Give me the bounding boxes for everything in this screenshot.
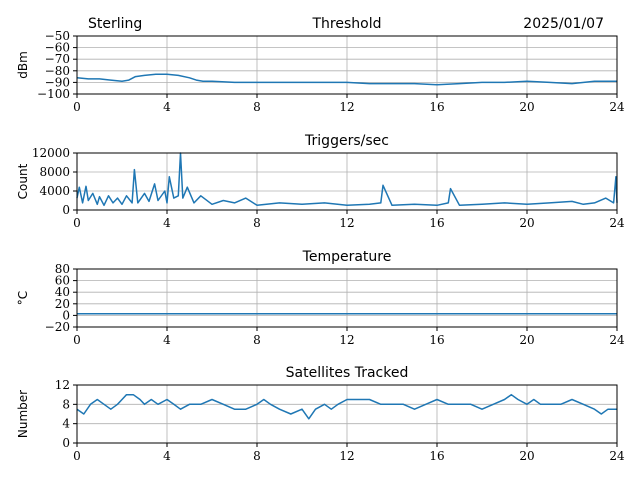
x-tick-label: 8 — [253, 449, 261, 463]
triggers-title: Triggers/sec — [304, 133, 389, 149]
triggers-series-line — [76, 152, 618, 207]
y-tick-label: 80 — [55, 262, 70, 276]
x-tick-label: 24 — [609, 216, 625, 230]
x-tick-label: 4 — [163, 216, 171, 230]
threshold-y-axis-label: dBm — [16, 51, 30, 79]
x-tick-label: 16 — [429, 333, 444, 347]
y-tick-label: 40 — [55, 285, 70, 299]
temperature-y-axis-label: °C — [16, 291, 30, 305]
y-tick-label: 12 — [55, 378, 70, 392]
triggers-panel: Triggers/sec 0 4 8 12 16 20 24 0 4000 8000 12000Cou… — [16, 133, 625, 230]
x-tick-label: 0 — [73, 333, 81, 347]
threshold-panel: Threshold 0 4 8 12 16 20 24 −100−90−80−70−60−50 d… — [16, 16, 625, 114]
chart-panels: Threshold 0 4 8 12 16 20 24 −100−90−80−70−60−50 d… — [16, 16, 625, 463]
y-tick-label: 8000 — [39, 165, 70, 179]
x-tick-label: 12 — [339, 449, 354, 463]
chart-date: 2025/01/07 — [523, 16, 604, 32]
triggers-y-axis-label: Count — [16, 163, 30, 199]
station-name: Sterling — [88, 16, 142, 32]
x-tick-label: 20 — [519, 100, 534, 114]
y-tick-label: −60 — [45, 41, 70, 55]
x-tick-label: 24 — [609, 449, 625, 463]
y-tick-label: 4000 — [39, 184, 70, 198]
y-tick-label: −90 — [45, 75, 70, 89]
x-tick-label: 24 — [609, 100, 625, 114]
x-tick-label: 4 — [163, 100, 171, 114]
y-tick-label: 20 — [55, 297, 70, 311]
x-tick-label: 0 — [73, 449, 81, 463]
x-tick-label: 0 — [73, 216, 81, 230]
y-tick-label: 4 — [62, 417, 70, 431]
y-tick-label: 0 — [62, 203, 70, 217]
x-tick-label: 8 — [253, 333, 261, 347]
x-tick-label: 12 — [339, 333, 354, 347]
y-tick-label: 0 — [62, 308, 70, 322]
x-tick-label: 12 — [339, 100, 354, 114]
satellites-panel: Satellites Tracked 0 4 8 12 16 20 24 0 4 8 12 Number — [16, 365, 625, 463]
y-tick-label: −80 — [45, 64, 70, 78]
x-tick-label: 8 — [253, 100, 261, 114]
satellites-title: Satellites Tracked — [286, 365, 409, 381]
x-tick-label: 4 — [163, 449, 171, 463]
x-tick-label: 16 — [429, 449, 444, 463]
y-tick-label: 12000 — [32, 146, 70, 160]
x-tick-label: 24 — [609, 333, 625, 347]
y-tick-label: −100 — [37, 87, 70, 101]
satellites-series-line — [76, 393, 617, 420]
y-tick-label: 8 — [62, 397, 70, 411]
threshold-title: Threshold — [312, 16, 382, 32]
y-tick-label: −70 — [45, 52, 70, 66]
x-tick-label: 0 — [73, 100, 81, 114]
x-tick-label: 12 — [339, 216, 354, 230]
x-tick-label: 16 — [429, 216, 444, 230]
x-tick-label: 20 — [519, 333, 534, 347]
x-tick-label: 20 — [519, 216, 534, 230]
temperature-title: Temperature — [302, 249, 392, 265]
x-tick-label: 8 — [253, 216, 261, 230]
y-tick-label: 0 — [62, 436, 70, 450]
x-tick-label: 20 — [519, 449, 534, 463]
satellites-y-axis-label: Number — [16, 390, 30, 438]
y-tick-label: −20 — [45, 320, 70, 334]
y-tick-label: 60 — [55, 274, 70, 288]
y-tick-label: −50 — [45, 29, 70, 43]
x-tick-label: 16 — [429, 100, 444, 114]
x-tick-label: 4 — [163, 333, 171, 347]
threshold-series-line — [76, 73, 617, 86]
